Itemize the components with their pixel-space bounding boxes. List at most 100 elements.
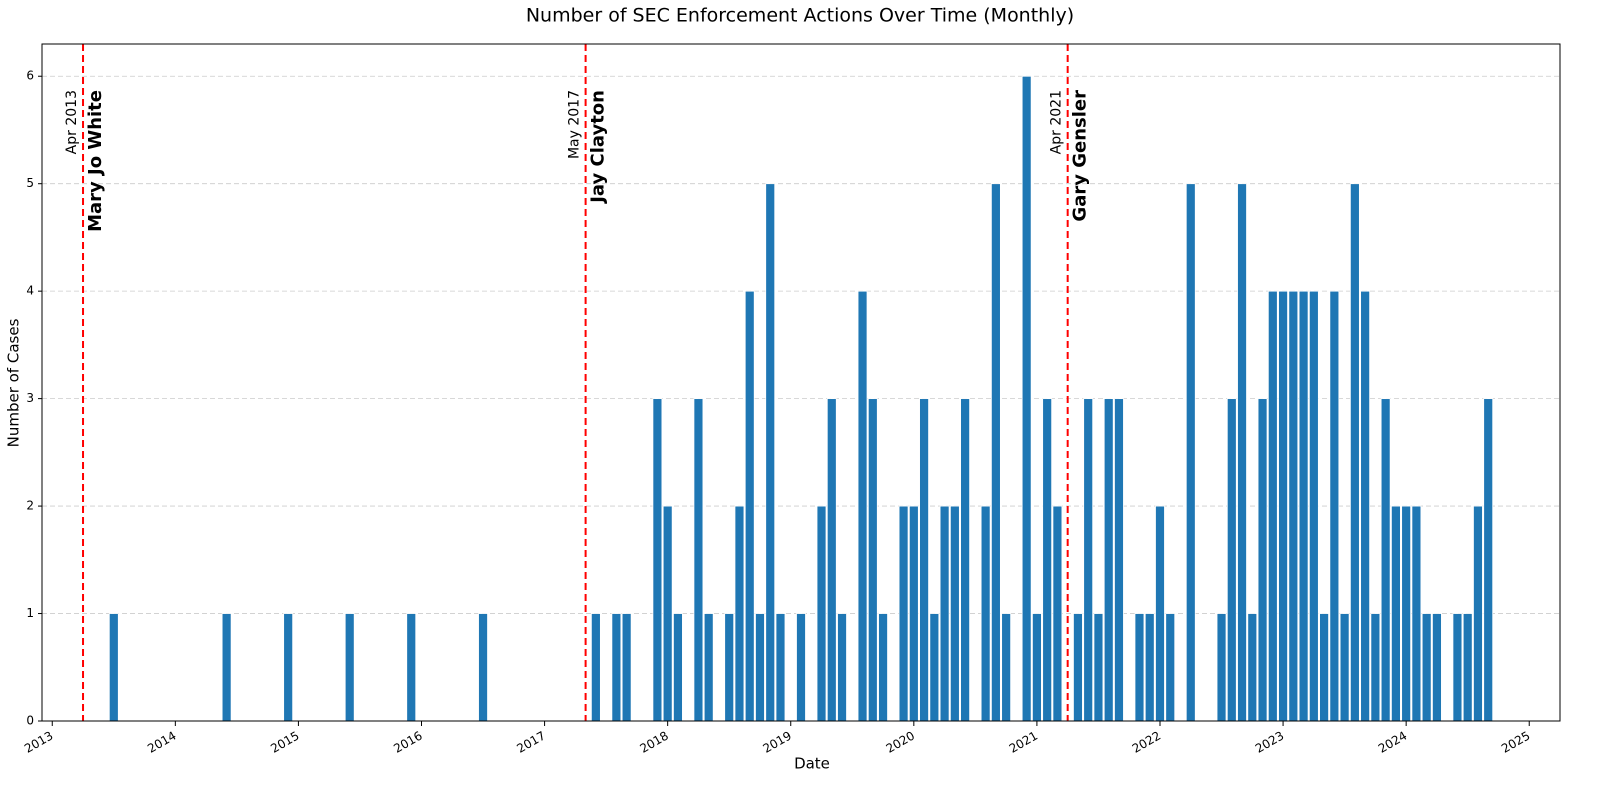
bar — [1308, 290, 1319, 722]
bar — [344, 613, 355, 722]
bar — [108, 613, 119, 722]
x-tick-label: 2018 — [637, 729, 670, 756]
bar — [693, 398, 704, 722]
bar — [1155, 505, 1165, 722]
bar — [755, 613, 765, 722]
bar — [765, 183, 776, 722]
bar — [1144, 613, 1155, 722]
bar — [1370, 613, 1381, 722]
bar — [1021, 75, 1032, 722]
bar — [478, 613, 488, 722]
bar — [878, 613, 888, 722]
x-tick-label: 2017 — [514, 729, 547, 756]
x-tick-label: 2013 — [22, 729, 55, 756]
bar — [1390, 505, 1401, 722]
bar — [1001, 613, 1012, 722]
bar — [796, 613, 806, 722]
bar — [1298, 290, 1309, 722]
leader-name: Jay Clayton — [588, 90, 609, 205]
bar — [990, 183, 1001, 722]
bar — [1042, 398, 1053, 722]
y-tick-label: 5 — [26, 176, 34, 190]
bar — [1452, 613, 1463, 722]
leader-date: Apr 2021 — [1049, 90, 1065, 154]
bar — [611, 613, 622, 722]
bar — [929, 613, 940, 722]
bar — [939, 505, 950, 722]
bar — [1288, 290, 1299, 722]
x-tick-label: 2016 — [391, 729, 424, 756]
x-tick-label: 2014 — [145, 729, 178, 756]
bar — [837, 613, 847, 722]
bar — [1432, 613, 1442, 722]
x-tick-label: 2024 — [1376, 729, 1409, 756]
bar — [1319, 613, 1329, 722]
bar — [221, 613, 232, 722]
bar — [1257, 398, 1268, 722]
bar — [1052, 505, 1063, 722]
bar — [1083, 398, 1094, 722]
bar — [867, 398, 878, 722]
y-tick-label: 1 — [26, 606, 34, 620]
bar — [826, 398, 837, 722]
y-tick-label: 6 — [26, 69, 34, 83]
y-tick-label: 4 — [26, 284, 34, 298]
bar — [1226, 398, 1237, 722]
bar — [816, 505, 827, 722]
bar — [1032, 613, 1042, 722]
x-tick-label: 2021 — [1007, 729, 1040, 756]
bar — [1134, 613, 1145, 722]
bar — [662, 505, 673, 722]
bar — [1329, 290, 1340, 722]
bar — [1237, 183, 1247, 722]
leader-name: Gary Gensler — [1070, 90, 1091, 222]
bar — [590, 613, 601, 722]
y-axis-label: Number of Cases — [5, 318, 23, 447]
bar — [1093, 613, 1104, 722]
bar — [734, 505, 745, 722]
y-tick-label: 2 — [26, 499, 34, 513]
bar — [898, 505, 909, 722]
bar — [621, 613, 632, 722]
bar — [919, 398, 929, 722]
bar — [1103, 398, 1114, 722]
bar — [1267, 290, 1278, 722]
bar — [908, 505, 919, 722]
leader-date: Apr 2013 — [64, 90, 80, 154]
x-axis-label: Date — [794, 755, 830, 773]
x-tick-label: 2020 — [884, 729, 917, 756]
bar — [1185, 183, 1196, 722]
bar — [1360, 290, 1371, 722]
bar — [1411, 505, 1422, 722]
bar — [1401, 505, 1412, 722]
bar — [1380, 398, 1391, 722]
bar — [960, 398, 971, 722]
x-tick-label: 2023 — [1253, 729, 1286, 756]
leader-name: Mary Jo White — [85, 90, 106, 232]
bar — [1114, 398, 1124, 722]
y-tick-label: 3 — [26, 391, 34, 405]
chart-title: Number of SEC Enforcement Actions Over T… — [526, 5, 1074, 27]
bar — [1165, 613, 1176, 722]
bar — [744, 290, 755, 722]
x-tick-label: 2015 — [268, 729, 301, 756]
bar — [857, 290, 868, 722]
bar — [775, 613, 786, 722]
bar — [652, 398, 663, 722]
leader-date: May 2017 — [567, 90, 583, 159]
plot-frame — [41, 43, 1561, 722]
bar — [1339, 613, 1350, 722]
bar — [1278, 290, 1288, 722]
bar — [1073, 613, 1083, 722]
bar — [673, 613, 683, 722]
bar — [283, 613, 294, 722]
x-tick-label: 2019 — [761, 729, 794, 756]
bar — [1473, 505, 1483, 722]
x-tick-label: 2022 — [1130, 729, 1163, 756]
bar — [1462, 613, 1473, 722]
bar — [1247, 613, 1258, 722]
x-tick-label: 2025 — [1499, 729, 1532, 756]
bar — [703, 613, 714, 722]
bar — [1349, 183, 1360, 722]
